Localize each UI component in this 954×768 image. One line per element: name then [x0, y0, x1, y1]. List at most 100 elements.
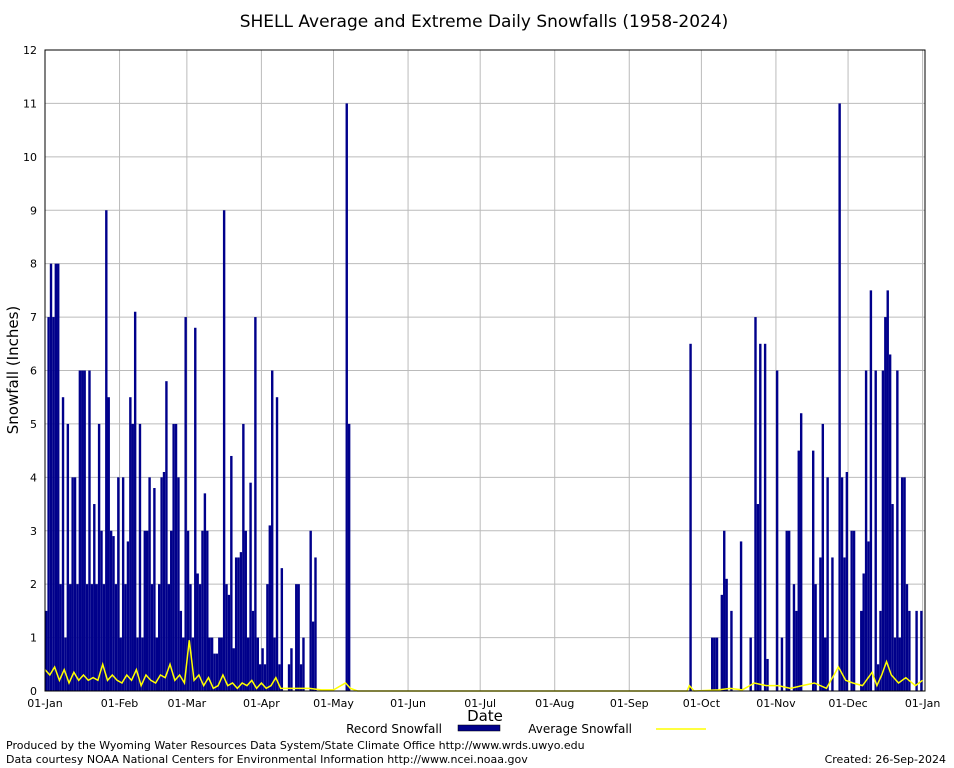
y-tick-label: 5	[30, 418, 37, 431]
bar	[220, 637, 223, 691]
bar	[83, 370, 86, 691]
bar	[775, 370, 779, 691]
bar	[213, 653, 216, 691]
bar	[763, 343, 767, 691]
y-tick-label: 10	[23, 151, 37, 164]
bar	[311, 621, 315, 691]
bar	[194, 327, 197, 691]
y-tick-label: 11	[23, 97, 37, 110]
bar	[90, 584, 94, 691]
bar	[903, 477, 906, 691]
bar	[182, 637, 185, 691]
bar	[864, 370, 868, 691]
bar	[725, 578, 728, 691]
y-tick-label: 9	[30, 204, 37, 217]
x-tick-label: 01-Jan	[27, 697, 63, 710]
bar	[69, 584, 72, 691]
bar	[177, 477, 180, 691]
bar	[165, 381, 168, 691]
bar	[266, 584, 269, 691]
bar	[85, 584, 89, 691]
bar	[689, 343, 692, 691]
bar	[867, 541, 870, 691]
bar	[184, 317, 187, 691]
bar	[739, 541, 743, 691]
bar	[891, 504, 894, 691]
bar	[107, 397, 110, 691]
y-tick-label: 3	[30, 525, 37, 538]
bar	[905, 584, 909, 691]
bar	[242, 423, 245, 691]
bar	[299, 664, 303, 691]
legend-swatch	[457, 724, 501, 732]
bar	[246, 637, 250, 691]
bar	[141, 637, 144, 691]
bar	[886, 290, 889, 691]
y-tick-label: 12	[23, 44, 37, 57]
x-tick-label: 01-Apr	[243, 697, 280, 710]
footer-text: Created: 26-Sep-2024	[825, 753, 946, 766]
bar	[131, 423, 134, 691]
bar	[119, 637, 122, 691]
bar	[850, 530, 853, 691]
x-tick-label: 01-Nov	[756, 697, 796, 710]
x-tick-label: 01-Jul	[464, 697, 496, 710]
bar	[76, 584, 79, 691]
x-tick-label: 01-Aug	[535, 697, 574, 710]
plot-border	[44, 49, 926, 692]
bar	[792, 584, 796, 691]
x-tick-label: 01-Feb	[101, 697, 138, 710]
bar	[879, 610, 882, 691]
bar	[78, 370, 82, 691]
bar	[158, 584, 161, 691]
bar	[756, 504, 760, 691]
y-tick-label: 0	[30, 685, 37, 698]
bar	[811, 450, 815, 691]
bar	[170, 530, 173, 691]
bar	[196, 573, 199, 691]
bar	[295, 584, 298, 691]
bar	[824, 637, 827, 691]
bar	[271, 370, 274, 691]
bar	[138, 423, 142, 691]
bar	[888, 354, 892, 691]
bar	[915, 610, 918, 691]
x-tick-label: 01-Jan	[905, 697, 941, 710]
x-axis-label: Date	[467, 707, 503, 725]
bar	[203, 493, 207, 691]
average-line	[44, 640, 924, 692]
bar	[218, 637, 221, 691]
bar	[162, 471, 166, 691]
bar	[263, 664, 267, 691]
legend-label: Average Snowfall	[528, 722, 632, 736]
bar	[64, 637, 67, 691]
bar	[896, 370, 899, 691]
bar	[148, 477, 151, 691]
bar	[112, 536, 115, 691]
x-tick-label: 01-Jun	[390, 697, 426, 710]
bar	[795, 610, 798, 691]
bar	[258, 664, 262, 691]
bar	[730, 610, 733, 691]
bar	[143, 530, 146, 691]
bar	[874, 370, 877, 691]
bar	[314, 557, 317, 691]
bar	[766, 658, 769, 691]
x-tick-label: 01-Mar	[167, 697, 206, 710]
bar	[814, 584, 817, 691]
chart-title: SHELL Average and Extreme Daily Snowfall…	[240, 12, 729, 32]
bar	[133, 311, 137, 691]
bar	[114, 584, 118, 691]
bar	[160, 477, 163, 691]
footer-text: Produced by the Wyoming Water Resources …	[6, 739, 585, 752]
bar	[45, 610, 48, 691]
y-tick-label: 4	[30, 471, 37, 484]
bar	[838, 103, 841, 691]
bar	[797, 450, 800, 691]
bar	[821, 423, 825, 691]
x-tick-label: 01-Sep	[610, 697, 649, 710]
bar	[715, 637, 719, 691]
bar	[73, 477, 77, 691]
bar	[876, 664, 880, 691]
bar	[232, 648, 235, 691]
